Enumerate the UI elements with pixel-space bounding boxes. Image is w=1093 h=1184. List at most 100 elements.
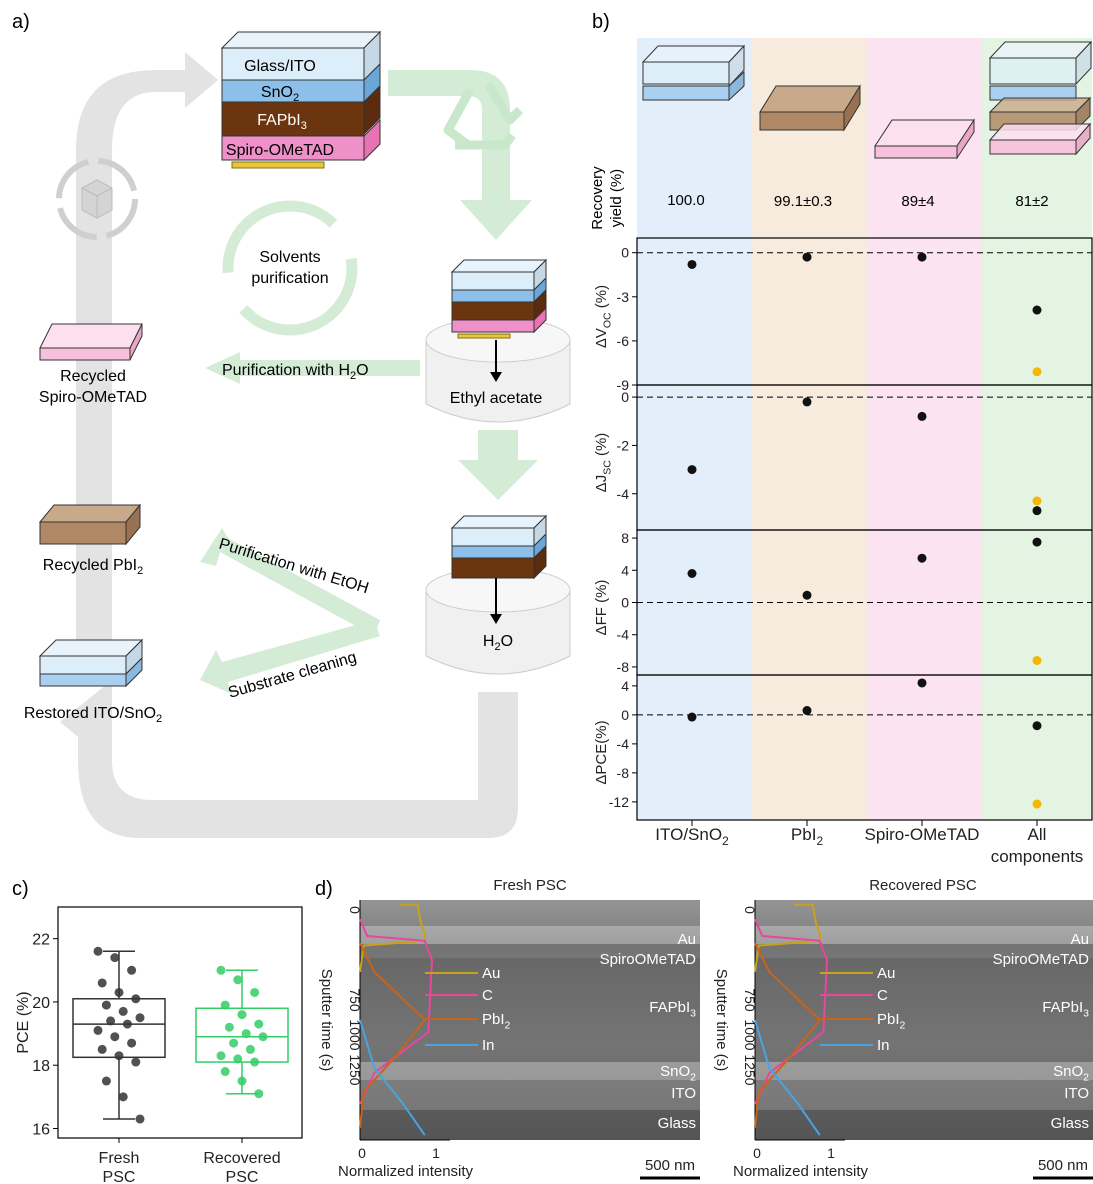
- y-tick-label: 0: [621, 389, 629, 405]
- x-category-label: Recovered: [203, 1150, 280, 1167]
- y-tick-label: 18: [32, 1058, 50, 1075]
- data-point: [254, 1019, 264, 1029]
- subplot-ylabel: ΔPCE(%): [593, 720, 610, 784]
- x-category-label: Fresh: [99, 1150, 140, 1167]
- y-tick-label: 0: [347, 906, 363, 914]
- sem-layer-band: [755, 1062, 1093, 1080]
- recycled-spiro: Recycled Spiro-OMeTAD: [39, 323, 147, 406]
- data-point: [97, 1044, 107, 1054]
- data-point: [250, 1057, 260, 1067]
- panel-c-label: c): [12, 878, 29, 900]
- stack-spiro: Spiro-OMeTAD: [226, 142, 334, 159]
- y-tick-label: 0: [621, 707, 629, 723]
- data-point: [917, 411, 927, 421]
- box-0: [72, 946, 166, 1124]
- sem-layer-band: [360, 944, 700, 958]
- sem-layer-band: [360, 958, 700, 1062]
- sem-title: Recovered PSC: [869, 877, 977, 894]
- stack-sno2: SnO2: [261, 84, 299, 104]
- panel-b-column-backgrounds: [637, 38, 1092, 820]
- x-tick-label: 0: [358, 1145, 366, 1161]
- data-point: [118, 1006, 128, 1016]
- panel-b-xlabels: ITO/SnO2 PbI2 Spiro-OMeTAD All components: [655, 820, 1083, 866]
- data-point: [687, 569, 697, 578]
- layer-label: FAPbI3: [649, 999, 696, 1020]
- ethyl-acetate-label: Ethyl acetate: [450, 390, 543, 407]
- data-point: [917, 252, 927, 262]
- ethyl-acetate-bath: Ethyl acetate: [425, 258, 571, 423]
- y-tick-label: 0: [742, 906, 758, 914]
- x-axis-label: Normalized intensity: [338, 1163, 474, 1180]
- layer-label: SpiroOMeTAD: [600, 951, 697, 968]
- data-point: [101, 1076, 111, 1086]
- data-point: [220, 1000, 230, 1010]
- y-tick-label: -4: [617, 486, 630, 502]
- recycle-box-icon: [56, 158, 138, 240]
- depth-profile-pbi: [359, 942, 427, 1129]
- layer-label: Glass: [1051, 1115, 1089, 1132]
- solvents-label: Solvents: [259, 249, 320, 266]
- sem-layer-band: [360, 1062, 700, 1080]
- layer-label: ITO: [671, 1085, 696, 1102]
- y-axis-label: Sputter time (s): [713, 969, 730, 1072]
- data-point: [135, 1114, 145, 1124]
- y-tick-label: -9: [617, 377, 630, 393]
- x-axis-label: Normalized intensity: [733, 1163, 869, 1180]
- y-tick-label: 22: [32, 932, 50, 949]
- data-point: [110, 953, 120, 963]
- y-tick-label: -4: [617, 736, 630, 752]
- y-tick-label: 4: [621, 562, 629, 578]
- recycled-pbi2: Recycled PbI2: [38, 503, 143, 577]
- y-tick-label: 20: [32, 995, 50, 1012]
- panel-d: d) Fresh PSCAuSpiroOMeTADFAPbI3SnO2ITOGl…: [315, 877, 1093, 1180]
- layer-label: FAPbI3: [1042, 999, 1089, 1020]
- data-point: [233, 1054, 243, 1064]
- data-point: [1032, 537, 1042, 547]
- x-category-label-line2: PSC: [103, 1169, 136, 1184]
- column-bg-2: [867, 38, 982, 820]
- icon-pbi2: [759, 84, 861, 132]
- data-point: [687, 712, 697, 722]
- purification-label: purification: [251, 270, 328, 287]
- column-bg-0: [637, 38, 752, 820]
- y-tick-label: -6: [617, 333, 630, 349]
- data-point: [131, 1057, 141, 1067]
- box-1: [195, 965, 289, 1099]
- layer-label: SnO2: [1053, 1063, 1089, 1084]
- y-tick-label: 8: [621, 530, 629, 546]
- sem-layer-band: [755, 1080, 1093, 1110]
- subplot-frame: [636, 674, 1093, 821]
- plot-frame: [57, 906, 303, 1139]
- x-tick-label: 1: [827, 1145, 835, 1161]
- data-point: [101, 1000, 111, 1010]
- legend-label: In: [482, 1037, 495, 1054]
- data-point: [802, 252, 812, 262]
- data-point: [1032, 721, 1042, 731]
- panel-a-label: a): [12, 11, 30, 33]
- y-axis-label: Sputter time (s): [318, 969, 335, 1072]
- x-category-label-line2: components: [991, 847, 1084, 866]
- iqr-box: [72, 998, 166, 1059]
- recycle-icon: [443, 81, 524, 150]
- layer-label: ITO: [1064, 1085, 1089, 1102]
- depth-profile-au: [754, 903, 821, 973]
- recovery-yield-row: Recovery yield (%) 100.0 99.1±0.3 89±4 8…: [589, 166, 1049, 230]
- recovery-value-all: 81±2: [1015, 193, 1048, 210]
- data-point: [917, 678, 927, 688]
- legend-label: C: [877, 987, 888, 1004]
- panel-b-material-icons: [641, 40, 1093, 160]
- data-point: [802, 590, 812, 600]
- x-tick-label: 1: [432, 1145, 440, 1161]
- data-point: [106, 1016, 116, 1026]
- legend-label: PbI2: [482, 1011, 511, 1032]
- data-point: [258, 1032, 268, 1042]
- data-point: [802, 397, 812, 407]
- data-point: [1032, 367, 1042, 377]
- sem-title: Fresh PSC: [493, 877, 567, 894]
- depth-profile-pbi: [754, 942, 822, 1129]
- recycled-spiro-line1: Recycled: [60, 368, 126, 385]
- legend-label: In: [877, 1037, 890, 1054]
- x-category-label-line2: PSC: [226, 1169, 259, 1184]
